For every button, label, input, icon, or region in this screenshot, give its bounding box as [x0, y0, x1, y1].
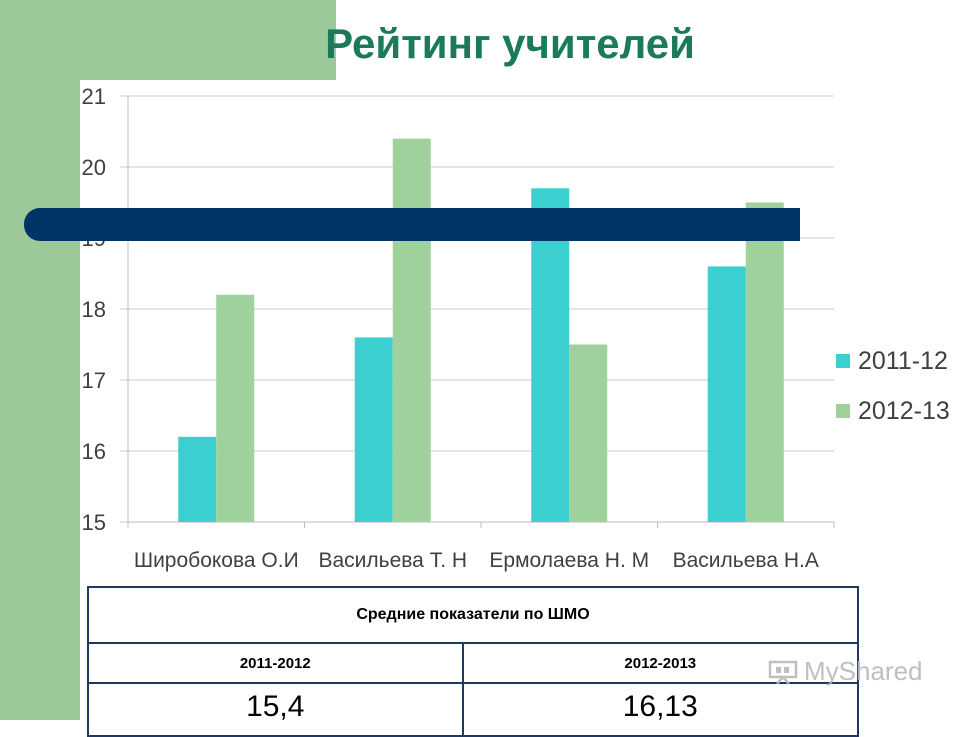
- x-category-label-0: Широбокова О.И: [134, 549, 299, 572]
- bar-0-1: [354, 337, 393, 522]
- y-tick-label-3: 18: [82, 297, 106, 322]
- legend-item-2012: 2012-13: [836, 386, 950, 436]
- legend-label-2011: 2011-12: [858, 346, 948, 375]
- y-tick-label-5: 20: [82, 155, 106, 180]
- x-category-label-1: Васильева Т. Н: [318, 549, 467, 572]
- bar-1-2: [569, 344, 608, 522]
- table-year-2011: 2011-2012: [87, 642, 464, 684]
- decorative-accent-bar: [24, 208, 800, 241]
- x-category-label-2: Ермолаева Н. М: [489, 549, 649, 572]
- presentation-icon: [768, 660, 798, 685]
- y-tick-label-6: 21: [82, 84, 106, 109]
- x-category-label-3: Васильева Н.А: [673, 549, 819, 572]
- bar-0-3: [707, 266, 746, 522]
- legend-item-2011: 2011-12: [836, 336, 950, 386]
- watermark-text: MyShared: [804, 656, 923, 686]
- bar-0-2: [531, 188, 570, 523]
- y-tick-label-2: 17: [82, 368, 106, 393]
- table-value-2012: 16,13: [461, 682, 860, 737]
- bar-1-3: [745, 202, 784, 522]
- y-tick-label-0: 15: [82, 510, 106, 535]
- bar-1-0: [216, 294, 255, 522]
- legend-swatch-2012: [836, 404, 850, 418]
- watermark: MyShared: [768, 656, 923, 687]
- bar-1-1: [392, 138, 431, 522]
- green-side-strip: [0, 0, 80, 720]
- chart-legend: 2011-12 2012-13: [836, 336, 950, 436]
- bar-0-0: [178, 436, 217, 522]
- legend-label-2012: 2012-13: [858, 396, 950, 425]
- slide-title: Рейтинг учителей: [325, 20, 695, 67]
- legend-swatch-2011: [836, 354, 850, 368]
- y-tick-label-1: 16: [82, 439, 106, 464]
- summary-table: Средние показатели по ШМО 2011-2012 2012…: [87, 586, 860, 737]
- table-header: Средние показатели по ШМО: [87, 586, 859, 644]
- table-value-2011: 15,4: [87, 682, 464, 737]
